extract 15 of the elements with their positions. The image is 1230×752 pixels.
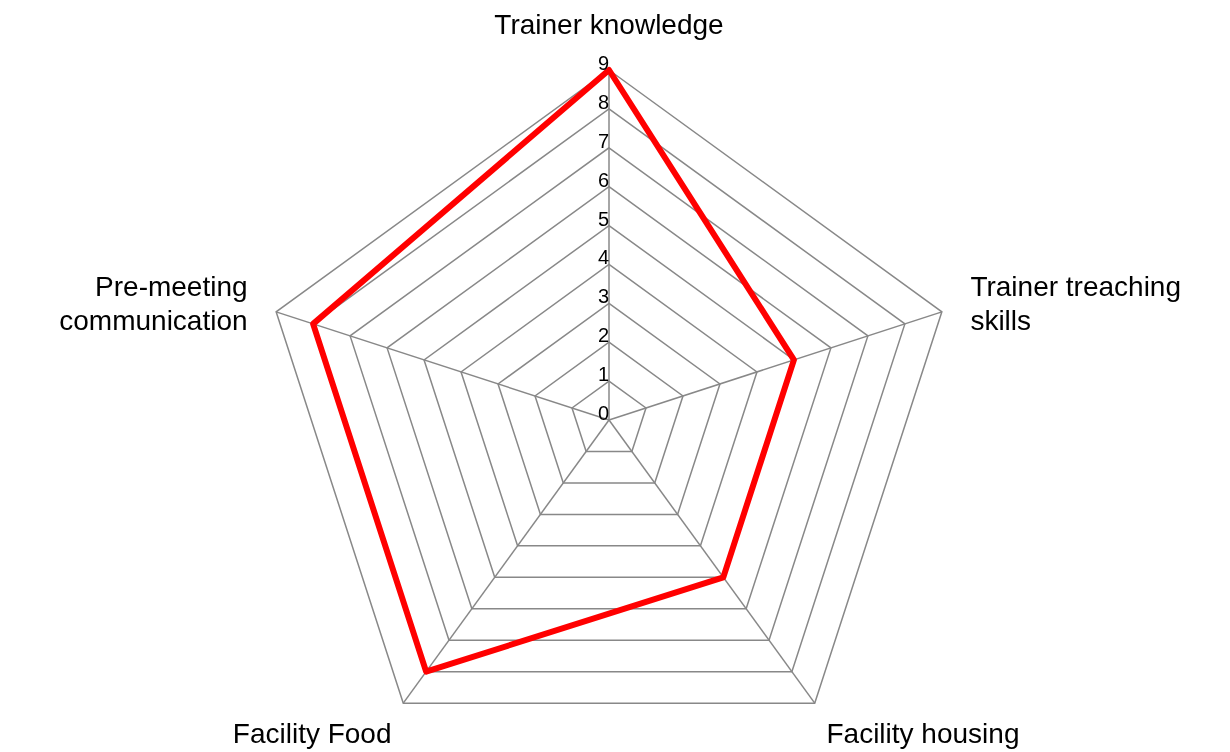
- y-tick-label: 3: [597, 285, 609, 308]
- y-tick-label: 5: [597, 207, 609, 230]
- spoke-label: Pre-meeting communication: [59, 270, 248, 336]
- y-tick-label: 1: [597, 363, 609, 386]
- y-tick-label: 0: [597, 402, 609, 424]
- spoke-label: Trainer treaching skills: [970, 270, 1182, 336]
- y-tick-label: 6: [597, 168, 609, 191]
- y-tick-label: 8: [597, 90, 609, 113]
- spoke-label: Facility Food: [232, 718, 392, 750]
- spoke-label: Facility housing: [826, 718, 1020, 750]
- y-tick-label: 7: [597, 129, 609, 152]
- y-tick-label: 9: [597, 52, 609, 74]
- spoke-label: Trainer knowledge: [494, 9, 724, 40]
- y-tick-label: 2: [597, 324, 609, 347]
- y-tick-label: 4: [597, 246, 609, 269]
